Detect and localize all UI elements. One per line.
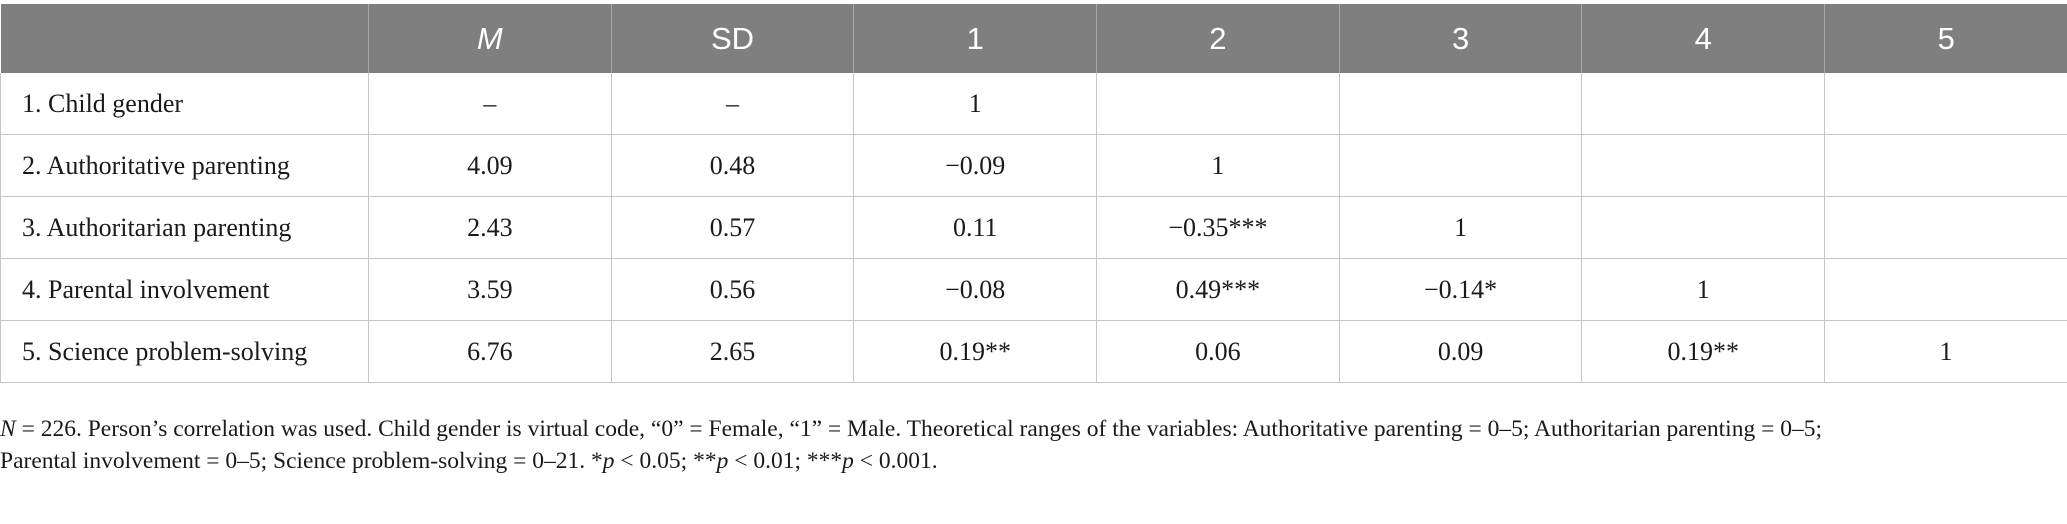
header-sd: SD xyxy=(611,4,855,73)
cell-r4: 1 xyxy=(1581,258,1826,321)
cell-r5: 1 xyxy=(1824,320,2067,383)
table-row: 5. Science problem-solving 6.76 2.65 0.1… xyxy=(0,320,2067,383)
cell-mean: 6.76 xyxy=(368,320,612,383)
cell-sd: 0.57 xyxy=(610,196,855,259)
row-label: 5. Science problem-solving xyxy=(0,320,369,383)
p-star-1: * xyxy=(591,448,603,474)
cell-r5 xyxy=(1824,196,2067,259)
p-threshold-3: < 0.001. xyxy=(853,448,938,474)
cell-r3: 0.09 xyxy=(1338,320,1583,383)
footnote-line-1: N = 226. Person’s correlation was used. … xyxy=(0,413,2060,445)
cell-sd: 0.56 xyxy=(610,258,855,321)
row-label: 2. Authoritative parenting xyxy=(0,134,369,197)
cell-r3: −0.14* xyxy=(1338,258,1583,321)
table-row: 2. Authoritative parenting 4.09 0.48 −0.… xyxy=(0,134,2067,197)
header-col-1: 1 xyxy=(853,4,1098,73)
footnote-line-2: Parental involvement = 0–5; Science prob… xyxy=(0,445,2060,477)
footnote-text-1: = 226. Person’s correlation was used. Ch… xyxy=(15,416,1822,442)
row-label: 3. Authoritarian parenting xyxy=(0,196,369,259)
table-footnote: N = 226. Person’s correlation was used. … xyxy=(0,413,2060,477)
header-mean: M xyxy=(368,4,612,73)
cell-sd: 2.65 xyxy=(610,320,855,383)
cell-mean: 2.43 xyxy=(368,196,612,259)
cell-r4 xyxy=(1581,196,1826,259)
row-label: 4. Parental involvement xyxy=(0,258,369,321)
p-symbol: p xyxy=(716,448,729,474)
table-row: 3. Authoritarian parenting 2.43 0.57 0.1… xyxy=(0,196,2067,259)
header-col-2: 2 xyxy=(1096,4,1340,73)
cell-r3 xyxy=(1338,73,1583,135)
cell-r4 xyxy=(1581,134,1826,197)
cell-r4 xyxy=(1581,73,1826,135)
footnote-text-2: Parental involvement = 0–5; Science prob… xyxy=(0,448,592,474)
header-col-3: 3 xyxy=(1339,4,1583,73)
correlation-table: M SD 1 2 3 4 5 1. Child gender – – 1 2. … xyxy=(0,4,2067,383)
cell-r5 xyxy=(1824,134,2067,197)
header-col-5: 5 xyxy=(1824,4,2067,73)
header-col-4: 4 xyxy=(1581,4,1826,73)
cell-r2: 0.06 xyxy=(1096,320,1340,383)
p-threshold-2: < 0.01; xyxy=(728,448,807,474)
cell-r1: 1 xyxy=(853,73,1098,135)
cell-sd: – xyxy=(610,73,855,135)
p-symbol: p xyxy=(842,448,854,474)
cell-r5 xyxy=(1824,73,2067,135)
cell-r4: 0.19** xyxy=(1581,320,1826,383)
cell-r2 xyxy=(1096,73,1340,135)
cell-r3: 1 xyxy=(1338,196,1583,259)
cell-r2: −0.35*** xyxy=(1096,196,1340,259)
cell-mean: 3.59 xyxy=(368,258,612,321)
cell-r5 xyxy=(1824,258,2067,321)
table-row: 4. Parental involvement 3.59 0.56 −0.08 … xyxy=(0,258,2067,321)
cell-r1: −0.08 xyxy=(853,258,1098,321)
row-label: 1. Child gender xyxy=(0,73,369,135)
cell-r3 xyxy=(1338,134,1583,197)
cell-sd: 0.48 xyxy=(610,134,855,197)
table-row: 1. Child gender – – 1 xyxy=(0,73,2067,135)
n-symbol: N xyxy=(0,416,16,442)
p-star-3: *** xyxy=(806,448,843,474)
cell-mean: – xyxy=(368,73,612,135)
cell-r1: 0.19** xyxy=(853,320,1098,383)
cell-r1: −0.09 xyxy=(853,134,1098,197)
header-row: M SD 1 2 3 4 5 xyxy=(0,4,2067,73)
p-star-2: ** xyxy=(693,448,717,474)
cell-r2: 0.49*** xyxy=(1096,258,1340,321)
cell-mean: 4.09 xyxy=(368,134,612,197)
p-threshold-1: < 0.05; xyxy=(614,448,694,474)
cell-r2: 1 xyxy=(1096,134,1340,197)
header-variable xyxy=(0,4,369,73)
cell-r1: 0.11 xyxy=(853,196,1098,259)
p-symbol: p xyxy=(602,448,615,474)
